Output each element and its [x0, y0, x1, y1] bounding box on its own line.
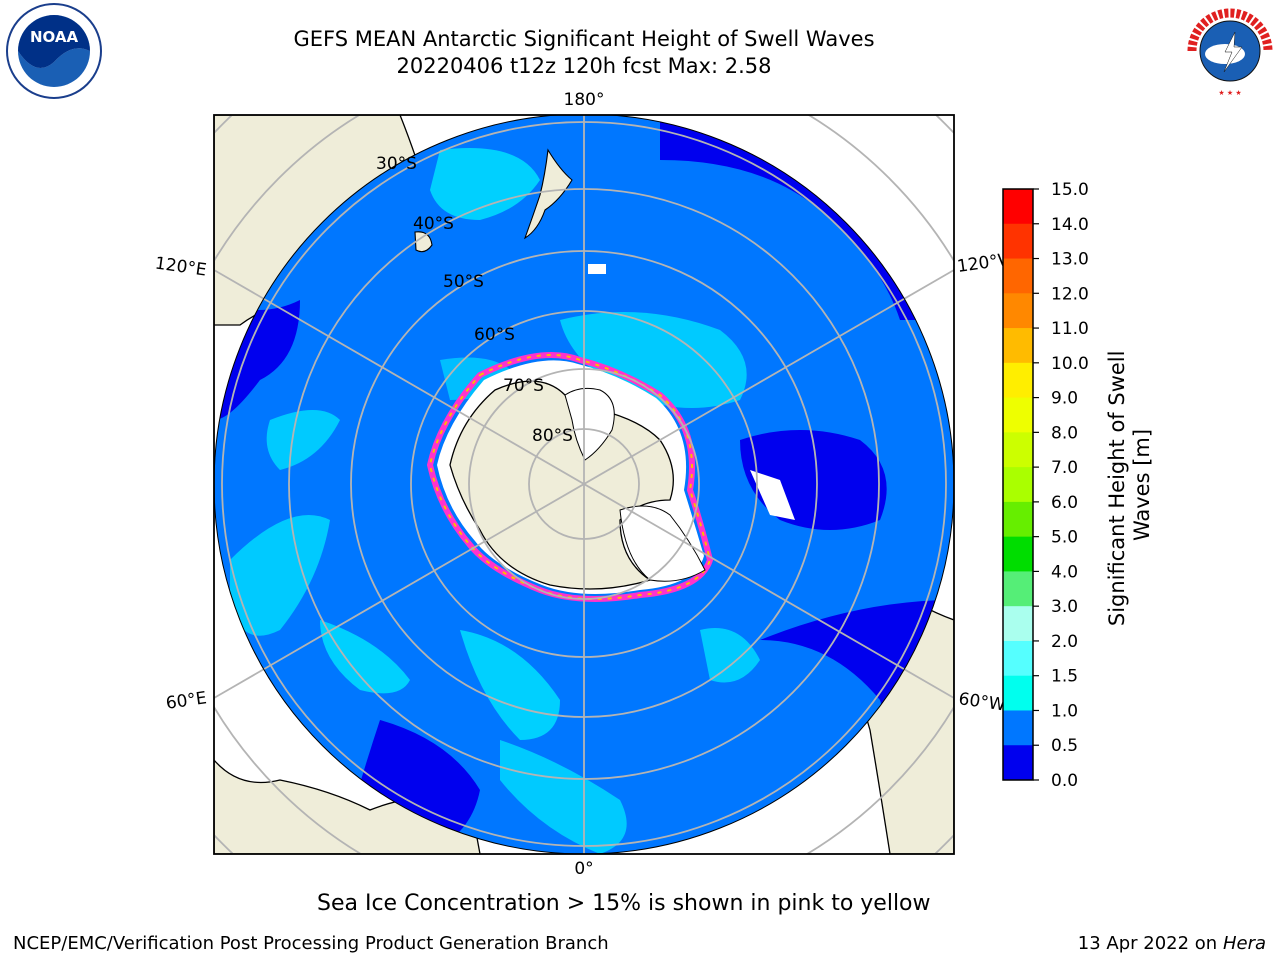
colorbar-title-line2: Waves [m]	[1130, 429, 1154, 541]
colorbar-tick-label: 9.0	[1051, 389, 1078, 409]
colorbar-tick-label: 4.0	[1051, 562, 1078, 582]
sea-ice-floes	[750, 470, 795, 520]
colorbar-tick-label: 12.0	[1051, 284, 1089, 304]
colorbar-swatch	[1003, 467, 1033, 503]
lat-label-50s: 50°S	[443, 272, 484, 292]
colorbar-tick-label: 13.0	[1051, 250, 1089, 270]
colorbar-tick-label: 3.0	[1051, 597, 1078, 617]
colorbar-tick-label: 15.0	[1051, 180, 1089, 200]
footer-date: 13 Apr 2022 on Hera	[1078, 933, 1266, 954]
colorbar-swatch	[1003, 501, 1033, 538]
lon-label-180: 180°	[564, 90, 605, 110]
colorbar-tick-label: 2.0	[1051, 632, 1078, 652]
noaa-logo-text: NOAA	[30, 28, 79, 46]
land-tasmania	[414, 231, 433, 253]
lon-label-0: 0°	[574, 859, 593, 879]
colorbar-tick-label: 14.0	[1051, 215, 1089, 235]
lat-label-30s: 30°S	[376, 154, 417, 174]
footer-date-text: 13 Apr 2022 on	[1077, 933, 1223, 954]
chart-title: GEFS MEAN Antarctic Significant Height o…	[293, 27, 875, 51]
colorbar: 15.0 14.0 13.0 12.0 11.0 10.0 9.0 8.0 7.0 6.0 5.0 4…	[1002, 180, 1089, 791]
colorbar-border	[1002, 188, 1034, 781]
ocean-high-streak-3	[230, 515, 330, 636]
ocean-high-streak-6	[320, 620, 410, 694]
colorbar-swatch	[1003, 675, 1033, 711]
colorbar-tick-label: 0.0	[1051, 771, 1078, 791]
ross-ice-shelf	[564, 387, 615, 461]
lat-label-40s: 40°S	[413, 214, 454, 234]
ocean-high-streak-8	[700, 628, 760, 683]
colorbar-swatch	[1003, 258, 1033, 294]
sea-ice-note: Sea Ice Concentration > 15% is shown in …	[317, 891, 931, 916]
colorbar-tick-label: 0.5	[1051, 736, 1078, 756]
footer-machine: Hera	[1222, 933, 1266, 954]
svg-text:★ ★ ★: ★ ★ ★	[1218, 89, 1241, 97]
lat-label-70s: 70°S	[503, 376, 544, 396]
colorbar-tick-label: 8.0	[1051, 423, 1078, 443]
colorbar-swatch	[1003, 397, 1033, 433]
colorbar-swatch	[1003, 362, 1033, 399]
colorbar-tick-label: 1.5	[1051, 667, 1078, 687]
nws-logo: ★ ★ ★	[1184, 5, 1276, 97]
map-border	[213, 114, 955, 855]
chart-subtitle: 20220406 t12z 120h fcst Max: 2.58	[396, 54, 772, 78]
colorbar-swatch	[1003, 571, 1033, 607]
colorbar-tick-label: 5.0	[1051, 528, 1078, 548]
lat-label-60s: 60°S	[474, 325, 515, 345]
colorbar-tick-label: 10.0	[1051, 354, 1089, 374]
colorbar-swatch	[1003, 432, 1033, 468]
lon-label-60e: 60°E	[165, 688, 208, 713]
colorbar-swatch	[1003, 606, 1033, 642]
colorbar-title: Significant Height of Swell Waves [m]	[1105, 344, 1154, 626]
lon-label-120e: 120°E	[154, 254, 208, 281]
ocean-high-streak-2	[560, 312, 747, 408]
lat-label-80s: 80°S	[532, 426, 573, 446]
noaa-logo: NOAA	[6, 3, 102, 99]
colorbar-swatch	[1003, 710, 1033, 746]
ocean-high-streak-1	[430, 148, 540, 220]
map-layers	[214, 115, 954, 854]
colorbar-tick-label: 7.0	[1051, 458, 1078, 478]
colorbar-swatch	[1003, 189, 1033, 225]
footer-branch: NCEP/EMC/Verification Post Processing Pr…	[13, 933, 609, 954]
colorbar-title-line1: Significant Height of Swell	[1105, 351, 1129, 627]
colorbar-swatch	[1003, 536, 1033, 572]
ocean-high-streak-7	[266, 410, 340, 470]
lon-label-60w: 60°W	[957, 689, 1006, 715]
sea-ice-floe-2	[588, 264, 606, 274]
colorbar-swatch	[1003, 328, 1033, 364]
colorbar-swatch	[1003, 640, 1033, 677]
colorbar-tick-label: 11.0	[1051, 319, 1089, 339]
ocean-high-streak-5	[500, 740, 627, 854]
graticule	[214, 115, 954, 854]
colorbar-swatch	[1003, 745, 1033, 781]
colorbar-swatch	[1003, 293, 1033, 329]
colorbar-tick-label: 6.0	[1051, 493, 1078, 513]
colorbar-tick-label: 1.0	[1051, 701, 1078, 721]
colorbar-swatch	[1003, 223, 1033, 260]
weddell-ice-shelf	[619, 505, 706, 582]
